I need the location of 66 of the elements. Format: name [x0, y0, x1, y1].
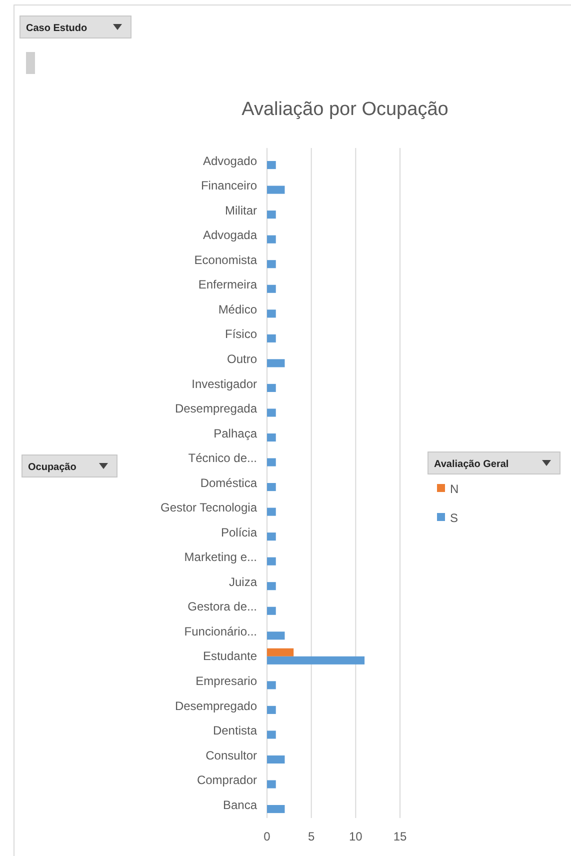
y-tick-label: Investigador [192, 376, 257, 391]
y-tick-label: Economista [194, 252, 258, 267]
y-tick-label: Marketing e... [184, 550, 257, 564]
chart-title: Avaliação por Ocupação [242, 99, 448, 120]
y-tick-label: Físico [224, 327, 258, 342]
y-tick-label: Gestor Tecnologia [160, 500, 258, 515]
x-tick-label: 10 [348, 830, 363, 844]
bar [267, 334, 276, 342]
x-tick-label: 15 [393, 830, 407, 844]
bar [267, 310, 276, 318]
bar [267, 508, 276, 516]
bar [267, 706, 276, 714]
y-tick-label: Estudante [202, 649, 258, 664]
bar [267, 433, 276, 442]
bar [267, 755, 285, 764]
legend-label: N [450, 482, 459, 496]
bar [267, 606, 276, 615]
y-tick-label: Financeiro [200, 178, 258, 193]
y-tick-label: Consultor [206, 748, 257, 762]
bar [267, 656, 365, 664]
field-button: Caso Estudo [20, 16, 132, 38]
bar [267, 632, 285, 640]
y-tick-label: Funcionário... [184, 624, 257, 638]
legend-label: S [450, 511, 458, 525]
bar [267, 458, 276, 466]
y-tick-label: Doméstica [200, 476, 258, 490]
bar [267, 681, 276, 690]
legend-button: Avaliação Geral [428, 452, 560, 474]
y-tick-label: Dentista [212, 724, 258, 738]
y-tick-label: Gestora de... [188, 600, 257, 614]
bar [267, 648, 294, 656]
bar [267, 408, 276, 417]
bar [267, 161, 276, 170]
y-tick-label: Desempregado [174, 698, 258, 713]
bar [267, 186, 285, 194]
bar [267, 235, 276, 244]
y-tick-label: Advogada [202, 228, 258, 242]
y-tick-label: Militar [225, 203, 257, 218]
y-tick-label: Polícia [220, 525, 258, 540]
x-tick-label: 5 [308, 830, 315, 844]
y-tick-label: Empresario [196, 674, 258, 688]
bar [267, 483, 276, 492]
y-tick-label: Enfermeira [198, 278, 258, 292]
x-tick-label: 0 [264, 830, 271, 844]
y-tick-label: Palhaça [214, 426, 258, 440]
bar [267, 260, 276, 268]
y-tick-label: Comprador [196, 773, 257, 788]
y-tick-label: Outro [226, 352, 258, 366]
bar [267, 557, 276, 566]
field-button: Ocupação [22, 454, 118, 478]
y-tick-label: Banca [222, 798, 258, 812]
y-tick-label: Juiza [228, 574, 258, 589]
bar [267, 532, 276, 541]
bar [267, 582, 276, 590]
bar [267, 210, 276, 219]
y-tick-label: Desempregada [174, 402, 258, 416]
legend-title: Avaliação Geral [434, 459, 509, 470]
bar [267, 359, 285, 368]
bar [267, 730, 276, 739]
y-tick-label: Técnico de... [188, 451, 257, 466]
bar [267, 804, 285, 814]
bar [267, 780, 276, 788]
y-tick-label: Médico [218, 302, 258, 316]
bar [267, 384, 276, 392]
bar [267, 284, 276, 293]
y-tick-label: Advogado [202, 154, 258, 168]
